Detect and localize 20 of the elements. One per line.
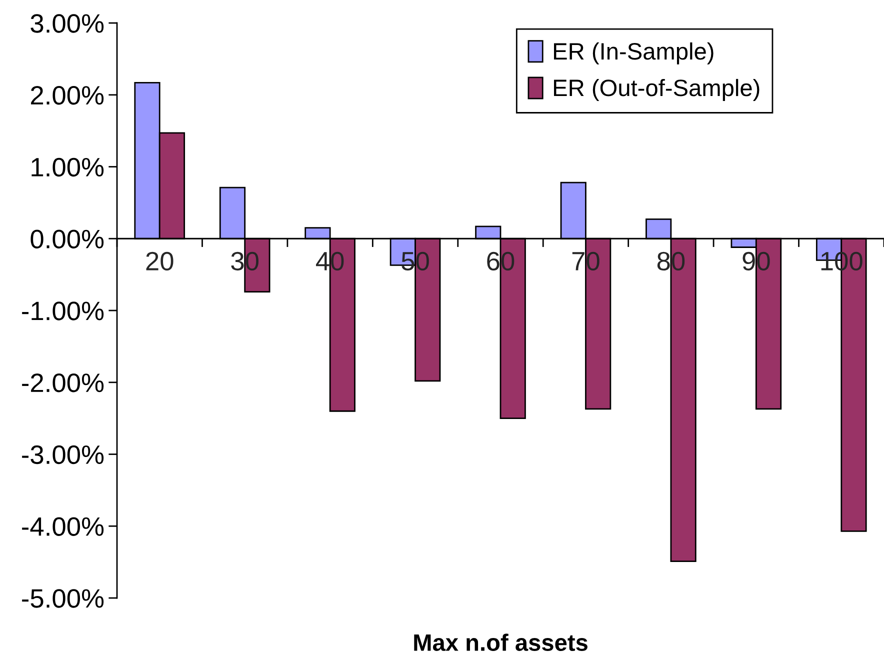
legend-label: ER (In-Sample) (554, 42, 714, 64)
x-tick-label: 80 (657, 252, 685, 271)
x-tick-label: 40 (316, 252, 344, 271)
x-tick-label: 90 (742, 252, 770, 271)
y-tick-label: 2.00% (31, 86, 104, 105)
y-tick-label: -3.00% (22, 445, 104, 464)
y-tick-label: -2.00% (22, 374, 104, 392)
y-tick-label: 1.00% (32, 158, 104, 177)
legend-label: ER (Out-of-Sample) (554, 78, 760, 101)
y-tick-label: -4.00% (22, 517, 104, 536)
y-tick-label: 0.00% (30, 230, 104, 248)
x-axis-title: Max n.of assets (414, 634, 588, 651)
x-tick-label: 70 (572, 252, 600, 271)
y-tick-label: -1.00% (22, 302, 104, 320)
x-tick-label: 60 (487, 252, 514, 271)
x-tick-label: 20 (146, 252, 174, 271)
y-tick-label: -5.00% (22, 589, 104, 608)
x-tick-label: 30 (231, 252, 258, 271)
x-tick-label: 50 (402, 252, 429, 271)
y-tick-label: 3.00% (30, 14, 104, 33)
